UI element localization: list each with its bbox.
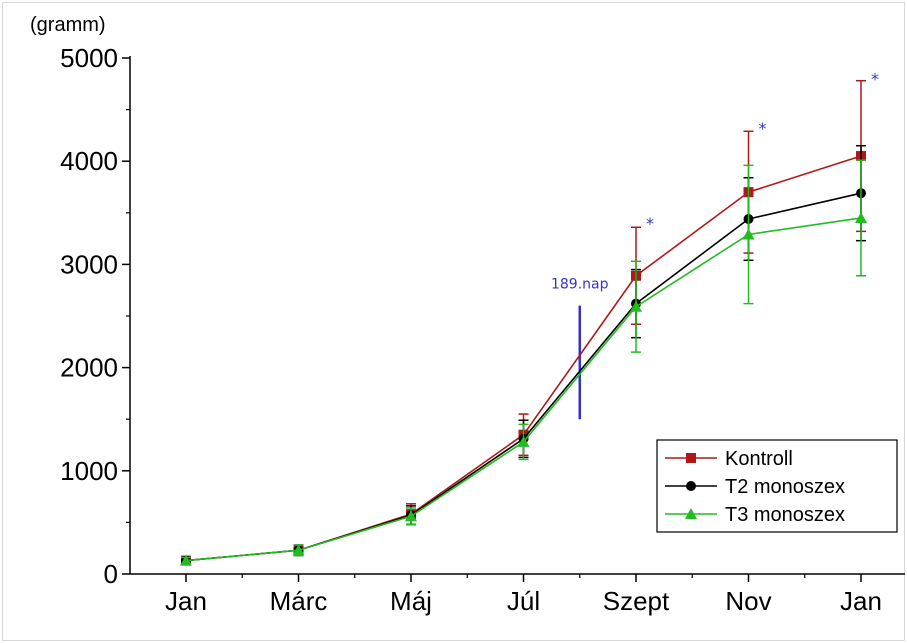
- significance-star: *: [759, 119, 767, 138]
- data-point-t3-monoszex: [292, 544, 305, 556]
- y-tick-label: 4000: [60, 146, 118, 176]
- significance-star: *: [646, 214, 654, 233]
- data-point-t3-monoszex: [630, 300, 642, 312]
- y-tick-label: 2000: [60, 353, 118, 383]
- annotations: 189.nap * * *: [551, 70, 879, 420]
- series-t3-monoszex: [180, 159, 867, 566]
- series-layer: [180, 79, 867, 566]
- data-point-t3-monoszex: [180, 554, 192, 566]
- data-point-t3-monoszex: [855, 211, 867, 223]
- x-tick-label: Márc: [270, 586, 328, 616]
- legend: Kontroll T2 monoszex T3 monoszex: [656, 439, 898, 533]
- legend-label-t2-monoszex: T2 monoszex: [725, 476, 845, 498]
- x-tick-label: Jan: [165, 586, 207, 616]
- x-tick-label: Júl: [507, 586, 540, 616]
- x-tick-label: Szept: [603, 586, 670, 616]
- legend-label-t3-monoszex: T3 monoszex: [725, 504, 845, 526]
- x-tick-labels: Jan Márc Máj Júl Szept Nov Jan: [165, 586, 882, 616]
- y-tick-label: 5000: [60, 43, 118, 73]
- x-tick-label: Jan: [840, 586, 882, 616]
- data-point-t3-monoszex: [742, 228, 755, 240]
- data-point-t3-monoszex: [405, 510, 417, 522]
- day-189-label: 189.nap: [551, 276, 609, 292]
- legend-marker-t2-monoszex: [686, 481, 696, 491]
- x-tick-label: Máj: [390, 586, 432, 616]
- data-point-t3-monoszex: [517, 435, 530, 447]
- significance-star: *: [871, 70, 879, 89]
- y-axis-unit-label: (gramm): [30, 14, 106, 36]
- axes: [122, 56, 905, 582]
- y-tick-label: 1000: [60, 456, 118, 486]
- y-tick-label: 0: [104, 559, 118, 589]
- legend-marker-t3-monoszex: [685, 508, 697, 519]
- x-tick-label: Nov: [725, 586, 771, 616]
- y-tick-labels: 0 1000 2000 3000 4000 5000: [60, 43, 118, 589]
- legend-label-kontroll: Kontroll: [725, 448, 793, 470]
- legend-marker-kontroll: [686, 453, 696, 463]
- y-tick-label: 3000: [60, 249, 118, 279]
